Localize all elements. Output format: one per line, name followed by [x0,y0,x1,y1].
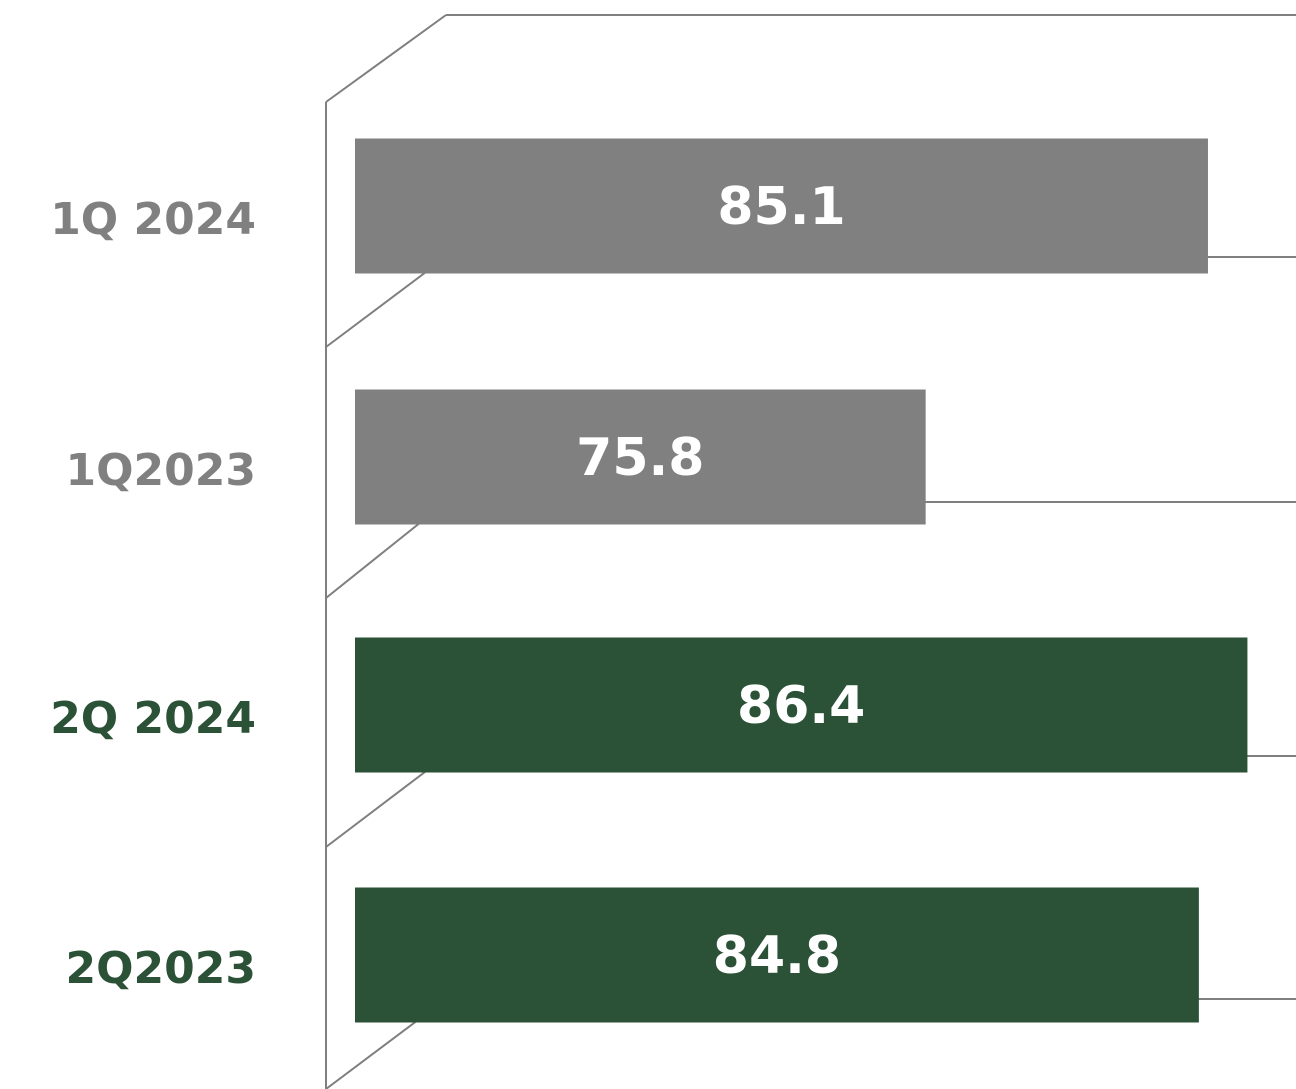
bar [355,389,926,525]
category-label: 1Q 2024 [50,194,256,245]
category-label: 2Q 2024 [50,693,256,744]
value-label: 85.1 [717,177,845,237]
value-label: 75.8 [576,428,704,488]
bar [355,887,1199,1023]
value-label: 84.8 [713,926,841,986]
bar [355,637,1248,773]
value-label: 86.4 [737,676,865,736]
category-label: 2Q2023 [66,943,256,994]
category-label: 1Q2023 [66,445,256,496]
bar [355,138,1208,274]
